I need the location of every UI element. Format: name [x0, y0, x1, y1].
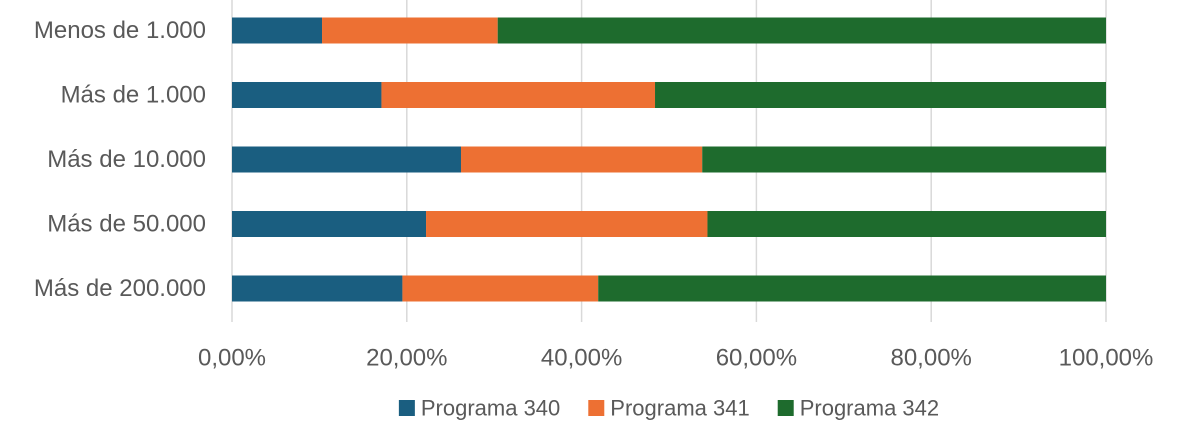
bar-segment-3-row-2	[655, 82, 1106, 108]
x-tick-label-1: 20,00%	[366, 345, 447, 372]
x-tick-label-5: 100,00%	[1059, 345, 1154, 372]
bar-segment-1-row-2	[232, 82, 382, 108]
legend-item-3: Programa 342	[777, 396, 939, 421]
bar-segment-2-row-5	[402, 275, 599, 302]
legend-swatch-2	[588, 400, 605, 416]
bar-segment-1-row-5	[232, 275, 403, 302]
bar-segment-1-row-4	[232, 211, 427, 237]
legend-label-2: Programa 341	[610, 396, 749, 421]
category-label-2: Más de 1.000	[61, 82, 206, 109]
category-labels: Menos de 1.000 Más de 1.000 Más de 10.000 M…	[34, 17, 206, 302]
bar-segment-3-row-1	[497, 17, 1106, 44]
category-label-1: Menos de 1.000	[34, 17, 206, 44]
legend-label-1: Programa 340	[421, 396, 560, 421]
legend-swatch-3	[777, 400, 794, 416]
category-label-5: Más de 200.000	[34, 275, 206, 302]
x-tick-label-4: 80,00%	[890, 345, 971, 372]
bar-segment-3-row-4	[707, 211, 1106, 237]
legend-item-1: Programa 340	[398, 396, 560, 421]
legend-label-3: Programa 342	[800, 396, 939, 421]
bar-segment-2-row-2	[381, 82, 656, 108]
x-tick-label-0: 0,00%	[198, 345, 266, 372]
bars	[232, 17, 1106, 302]
bar-segment-2-row-3	[460, 146, 703, 173]
bar-segment-1-row-3	[232, 146, 461, 173]
bar-segment-2-row-4	[426, 211, 708, 237]
legend: Programa 340 Programa 341 Programa 342	[398, 396, 939, 421]
bar-segment-3-row-3	[702, 146, 1106, 173]
x-tick-label-2: 40,00%	[541, 345, 622, 372]
bar-segment-1-row-1	[232, 17, 323, 44]
legend-swatch-1	[398, 400, 415, 416]
category-label-4: Más de 50.000	[47, 211, 206, 238]
category-label-3: Más de 10.000	[47, 146, 206, 173]
legend-item-2: Programa 341	[588, 396, 750, 421]
bar-segment-3-row-5	[598, 275, 1106, 302]
x-tick-labels: 0,00% 20,00% 40,00% 60,00% 80,00% 100,00%	[198, 345, 1153, 372]
bar-segment-2-row-1	[322, 17, 498, 44]
x-tick-label-3: 60,00%	[716, 345, 797, 372]
